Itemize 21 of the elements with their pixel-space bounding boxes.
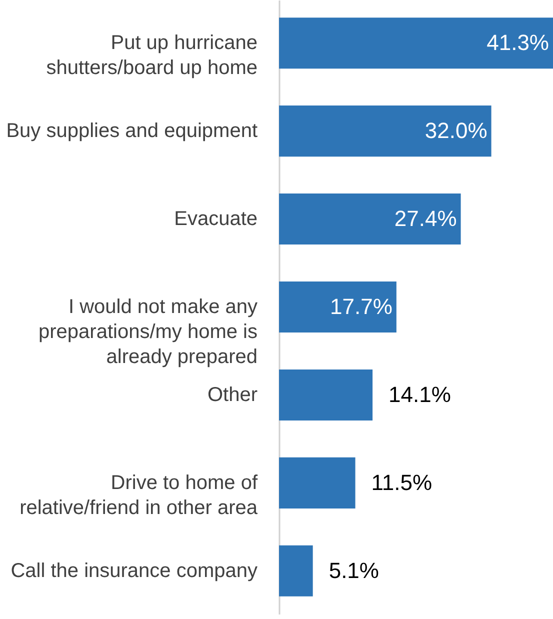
data-label: 17.7% xyxy=(330,294,392,319)
bar xyxy=(279,545,313,596)
y-tick-label: Buy supplies and equipment xyxy=(6,120,258,142)
y-tick-label: Call the insurance company xyxy=(10,560,258,582)
data-label: 27.4% xyxy=(394,206,457,232)
data-label: 11.5% xyxy=(371,470,432,495)
y-tick-label: Drive to home of relative/friend in other area xyxy=(20,472,258,519)
bar xyxy=(279,457,356,508)
bar xyxy=(279,18,553,69)
bar xyxy=(279,194,461,245)
y-tick-label: Other xyxy=(207,384,258,406)
data-label: 14.1% xyxy=(388,382,451,407)
y-tick-label: Evacuate xyxy=(174,208,258,230)
data-label: 41.3% xyxy=(486,30,549,56)
y-tick-label: Put up hurricane shutters/board up home xyxy=(46,32,258,80)
bar xyxy=(279,369,373,420)
bar xyxy=(279,106,492,157)
data-label: 32.0% xyxy=(424,118,488,144)
data-label: 5.1% xyxy=(328,558,379,583)
y-tick-label: I would not make any preparations/my home is already prepared xyxy=(38,296,258,368)
bar xyxy=(279,281,396,333)
